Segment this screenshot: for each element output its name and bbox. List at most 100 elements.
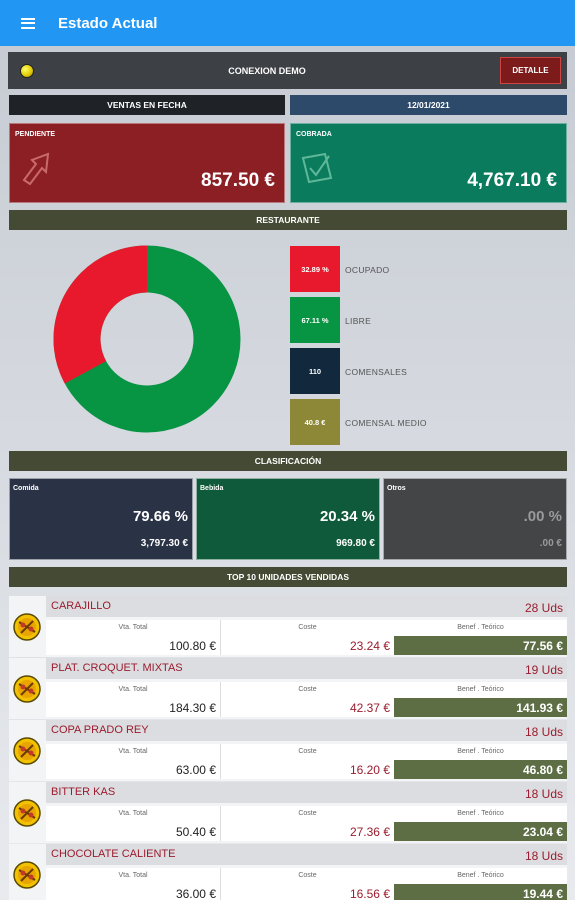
product-total-cell: Vta. Total 100.80 € — [46, 620, 220, 655]
product-cost-cell: Coste 16.56 € — [220, 868, 394, 900]
checkbox-icon — [301, 152, 333, 184]
product-total-cell: Vta. Total 50.40 € — [46, 806, 220, 841]
stat-free-box: 67.11 % — [290, 297, 340, 343]
product-benefit-box — [394, 636, 567, 655]
product-row[interactable]: COPA PRADO REY 18 Uds Vta. Total 63.00 €… — [9, 720, 567, 781]
product-total-header: Vta. Total — [118, 748, 148, 755]
product-cost-cell: Coste 16.20 € — [220, 744, 394, 779]
product-row[interactable]: CHOCOLATE CALIENTE 18 Uds Vta. Total 36.… — [9, 844, 567, 900]
donut-occupied-segment — [53, 245, 241, 433]
product-row[interactable]: PLAT. CROQUET. MIXTAS 19 Uds Vta. Total … — [9, 658, 567, 719]
class-food-percent: 79.66 % — [132, 508, 188, 525]
product-benefit-header: Benef . Teórico — [457, 624, 504, 631]
stat-occupied-box: 32.89 % — [290, 246, 340, 292]
product-total-value: 50.40 € — [175, 825, 216, 839]
class-drink-amount: 969.80 € — [336, 538, 375, 549]
product-benefit-header: Benef . Teórico — [457, 686, 504, 693]
product-total-header: Vta. Total — [118, 686, 148, 693]
product-cost-cell: Coste 42.37 € — [220, 682, 394, 717]
top-products-header: TOP 10 UNIDADES VENDIDAS — [9, 567, 567, 587]
occupancy-donut-chart — [53, 245, 241, 433]
detail-button[interactable]: DETALLE — [500, 57, 561, 84]
product-cost-header: Coste — [298, 686, 317, 693]
product-cost-header: Coste — [298, 810, 317, 817]
product-total-cell: Vta. Total 63.00 € — [46, 744, 220, 779]
class-food-amount: 3,797.30 € — [140, 538, 188, 549]
product-icon — [13, 861, 41, 889]
product-row[interactable]: BITTER KAS 18 Uds Vta. Total 50.40 € Cos… — [9, 782, 567, 843]
product-name-bar: BITTER KAS 18 Uds — [46, 782, 567, 803]
stat-avg-diner-value: 40.8 € — [304, 417, 326, 427]
product-benefit-value: 77.56 € — [522, 639, 563, 653]
collected-card[interactable]: COBRADA 4,767.10 € — [290, 123, 567, 203]
product-name-bar: COPA PRADO REY 18 Uds — [46, 720, 567, 741]
product-name-bar: CARAJILLO 28 Uds — [46, 596, 567, 617]
product-total-value: 100.80 € — [169, 639, 216, 653]
product-cost-value: 42.37 € — [349, 701, 390, 715]
product-cost-cell: Coste 27.36 € — [220, 806, 394, 841]
product-benefit-value: 23.04 € — [522, 825, 563, 839]
sales-header: VENTAS EN FECHA — [9, 95, 285, 115]
product-benefit-cell: Benef . Teórico 19.44 € — [394, 868, 567, 900]
stat-free-value: 67.11 % — [301, 315, 329, 325]
classification-header: CLASIFICACIÓN — [9, 451, 567, 471]
product-cost-header: Coste — [298, 624, 317, 631]
product-units: 18 Uds — [524, 849, 563, 863]
stat-diners-box: 110 — [290, 348, 340, 394]
product-total-value: 184.30 € — [169, 701, 216, 715]
product-name: CARAJILLO — [51, 600, 111, 612]
stat-avg-diner-label: COMENSAL MEDIO — [345, 418, 427, 428]
product-benefit-header: Benef . Teórico — [457, 872, 504, 879]
product-benefit-cell: Benef . Teórico 77.56 € — [394, 620, 567, 655]
connection-bar: CONEXION DEMO DETALLE — [8, 52, 567, 89]
product-benefit-box — [394, 884, 567, 900]
product-units: 18 Uds — [524, 725, 563, 739]
app-bar: Estado Actual — [0, 0, 575, 46]
product-total-header: Vta. Total — [118, 810, 148, 817]
class-drink-percent: 20.34 % — [319, 508, 375, 525]
class-card-other[interactable]: Otros .00 % .00 € — [383, 478, 567, 560]
product-benefit-value: 46.80 € — [522, 763, 563, 777]
product-total-cell: Vta. Total 36.00 € — [46, 868, 220, 900]
collected-label: COBRADA — [296, 131, 332, 138]
class-other-label: Otros — [387, 485, 406, 492]
product-icon — [13, 737, 41, 765]
product-total-header: Vta. Total — [118, 624, 148, 631]
product-units: 28 Uds — [524, 601, 563, 615]
product-icon — [13, 613, 41, 641]
connection-title: CONEXION DEMO — [228, 65, 306, 76]
product-name: CHOCOLATE CALIENTE — [51, 848, 176, 860]
product-benefit-value: 141.93 € — [516, 701, 563, 715]
product-benefit-cell: Benef . Teórico 141.93 € — [394, 682, 567, 717]
product-cost-cell: Coste 23.24 € — [220, 620, 394, 655]
product-benefit-box — [394, 760, 567, 779]
product-benefit-header: Benef . Teórico — [457, 810, 504, 817]
class-card-drink[interactable]: Bebida 20.34 % 969.80 € — [196, 478, 380, 560]
stat-avg-diner-box: 40.8 € — [290, 399, 340, 445]
product-benefit-cell: Benef . Teórico 46.80 € — [394, 744, 567, 779]
product-cost-value: 27.36 € — [349, 825, 390, 839]
product-cost-value: 23.24 € — [349, 639, 390, 653]
stat-diners-value: 110 — [308, 366, 322, 376]
class-card-food[interactable]: Comida 79.66 % 3,797.30 € — [9, 478, 193, 560]
sales-date[interactable]: 12/01/2021 — [290, 95, 567, 115]
product-name: PLAT. CROQUET. MIXTAS — [51, 662, 183, 674]
product-cost-value: 16.56 € — [349, 887, 390, 900]
product-row[interactable]: CARAJILLO 28 Uds Vta. Total 100.80 € Cos… — [9, 596, 567, 657]
product-cost-header: Coste — [298, 872, 317, 879]
class-other-amount: .00 € — [539, 538, 562, 549]
product-name: COPA PRADO REY — [51, 724, 149, 736]
product-icon — [13, 675, 41, 703]
stat-free-label: LIBRE — [345, 316, 372, 326]
pending-card[interactable]: PENDIENTE 857.50 € — [9, 123, 285, 203]
product-cost-value: 16.20 € — [349, 763, 390, 777]
product-units: 19 Uds — [524, 663, 563, 677]
menu-icon[interactable] — [0, 0, 56, 46]
product-name-bar: PLAT. CROQUET. MIXTAS 19 Uds — [46, 658, 567, 679]
pending-amount: 857.50 € — [201, 170, 275, 191]
stat-diners-label: COMENSALES — [345, 367, 408, 377]
product-benefit-header: Benef . Teórico — [457, 748, 504, 755]
page-title: Estado Actual — [58, 14, 158, 32]
product-icon — [13, 799, 41, 827]
restaurant-header: RESTAURANTE — [9, 210, 567, 230]
